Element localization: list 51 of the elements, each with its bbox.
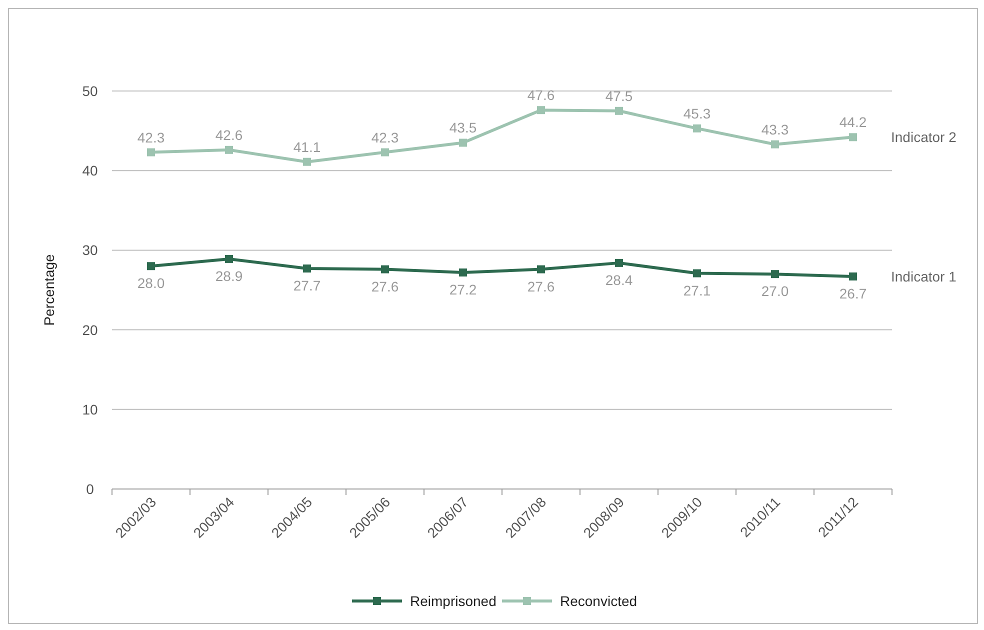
data-label: 41.1: [293, 138, 321, 155]
data-label: 27.0: [761, 283, 789, 300]
annotation: Indicator 1: [891, 268, 957, 284]
point: [147, 262, 155, 270]
legend-label: Reconvicted: [560, 593, 638, 609]
point: [849, 133, 857, 142]
data-label: 43.5: [449, 120, 477, 136]
point: [693, 124, 701, 132]
data-label: 27.1: [683, 282, 711, 298]
data-label: 26.7: [839, 285, 867, 302]
y-tick-label: 0: [86, 481, 94, 497]
point: [381, 265, 389, 274]
point: [303, 158, 311, 166]
legend-label: Reimprisoned: [410, 593, 496, 609]
point: [615, 106, 623, 115]
point: [849, 272, 857, 280]
point: [225, 254, 233, 263]
data-label: 43.3: [761, 121, 789, 138]
data-label: 42.3: [371, 129, 399, 146]
point: [303, 264, 311, 273]
data-label: 28.9: [215, 268, 243, 284]
point: [537, 265, 545, 274]
y-axis-title: Percentage: [41, 254, 57, 326]
point: [459, 138, 467, 147]
data-label: 27.6: [527, 278, 555, 294]
y-tick-label: 30: [82, 242, 98, 258]
y-tick-label: 40: [82, 162, 98, 179]
point: [225, 146, 233, 154]
point: [693, 269, 701, 278]
data-label: 42.3: [137, 129, 165, 146]
data-label: 42.6: [215, 126, 243, 143]
point: [771, 270, 779, 278]
data-label: 27.7: [293, 278, 321, 294]
data-label: 44.2: [839, 114, 867, 130]
data-label: 28.4: [605, 272, 633, 288]
y-tick-label: 50: [82, 83, 98, 99]
data-label: 47.6: [527, 87, 555, 104]
y-tick-label: 20: [82, 322, 98, 338]
point: [147, 148, 155, 156]
point: [537, 106, 545, 114]
point: [771, 140, 779, 148]
data-label: 45.3: [683, 105, 711, 122]
y-tick-label: 10: [82, 401, 98, 418]
point: [615, 258, 623, 267]
point: [381, 148, 389, 156]
annotation: Indicator 2: [891, 129, 957, 146]
data-label: 47.5: [605, 88, 633, 104]
data-label: 28.0: [137, 275, 165, 292]
data-label: 27.6: [371, 278, 399, 294]
point: [459, 268, 467, 276]
data-label: 27.2: [449, 281, 477, 298]
